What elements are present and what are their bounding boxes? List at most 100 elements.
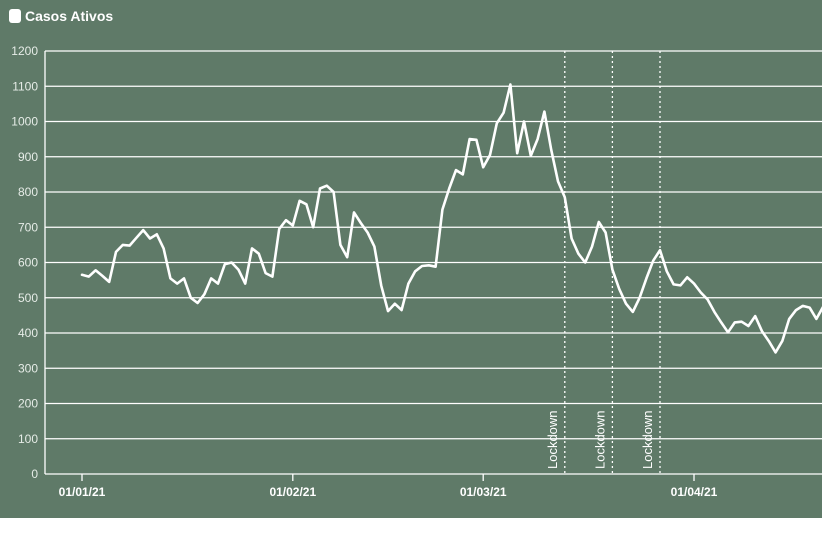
data-point xyxy=(441,208,444,211)
data-point xyxy=(781,339,784,342)
lockdown-label: Lockdown xyxy=(592,410,607,469)
data-point xyxy=(625,302,627,305)
data-point xyxy=(434,265,437,268)
y-tick-label: 500 xyxy=(18,291,38,305)
data-point xyxy=(203,293,206,296)
data-point xyxy=(169,277,172,280)
data-point xyxy=(461,173,464,176)
data-point xyxy=(244,282,247,285)
data-point xyxy=(121,244,124,246)
data-point xyxy=(414,270,417,273)
data-point xyxy=(257,252,260,255)
data-point xyxy=(101,275,104,277)
data-point xyxy=(176,282,179,285)
data-point xyxy=(196,302,199,304)
data-point xyxy=(495,122,498,125)
data-point xyxy=(523,120,525,123)
data-point xyxy=(631,311,634,313)
data-point xyxy=(645,277,648,280)
lockdown-label: Lockdown xyxy=(640,410,655,469)
data-point xyxy=(618,288,621,290)
data-point xyxy=(529,154,532,157)
data-point xyxy=(264,272,267,274)
x-tick-label: 01/01/21 xyxy=(59,485,106,499)
data-point xyxy=(665,270,668,273)
data-point xyxy=(686,276,689,279)
data-point xyxy=(305,203,308,206)
data-point xyxy=(672,283,675,286)
data-point xyxy=(128,244,131,247)
data-point xyxy=(278,228,281,230)
data-point xyxy=(516,152,519,155)
legend-swatch xyxy=(9,9,21,23)
data-point xyxy=(808,306,811,309)
data-point xyxy=(142,229,145,232)
data-point xyxy=(509,83,512,86)
data-point xyxy=(693,282,695,285)
data-point xyxy=(557,180,559,183)
y-tick-label: 400 xyxy=(18,326,38,340)
data-point xyxy=(210,277,213,280)
data-point xyxy=(740,320,743,323)
y-tick-label: 900 xyxy=(18,150,38,164)
data-point xyxy=(135,236,138,239)
lockdown-label: Lockdown xyxy=(545,410,560,469)
data-point xyxy=(604,231,607,234)
data-point xyxy=(761,330,763,333)
data-point xyxy=(611,268,614,271)
data-point xyxy=(421,265,423,267)
data-point xyxy=(733,321,736,324)
data-point xyxy=(319,187,321,190)
data-point xyxy=(400,309,403,311)
y-tick-label: 700 xyxy=(18,220,38,234)
y-tick-label: 200 xyxy=(18,397,38,411)
data-point xyxy=(346,256,349,259)
line-chart: 0 100 200 300 400 500 600 700 800 900 1000 1100 1200… xyxy=(11,44,822,499)
y-tick-label: 600 xyxy=(18,256,38,270)
data-point xyxy=(237,268,240,271)
data-point xyxy=(597,221,600,223)
data-point xyxy=(291,224,294,227)
data-point xyxy=(332,191,335,193)
data-point xyxy=(189,296,192,299)
data-point xyxy=(754,315,757,317)
data-point xyxy=(312,226,315,229)
data-point xyxy=(285,219,287,222)
data-point xyxy=(720,321,723,324)
data-point xyxy=(427,264,430,267)
data-point xyxy=(251,247,253,250)
data-point xyxy=(767,340,770,342)
data-point xyxy=(577,252,580,255)
y-tick-label: 800 xyxy=(18,185,38,199)
data-point xyxy=(584,261,587,264)
data-point xyxy=(162,247,165,250)
data-point xyxy=(223,263,226,266)
data-point xyxy=(217,282,219,285)
data-point xyxy=(81,273,83,276)
data-point xyxy=(801,305,804,307)
data-point xyxy=(659,249,661,252)
data-point xyxy=(393,302,396,305)
data-point xyxy=(815,318,818,320)
data-point xyxy=(455,169,457,172)
data-point xyxy=(706,298,709,301)
data-point xyxy=(489,154,491,156)
data-point xyxy=(699,291,702,294)
data-point xyxy=(373,245,376,248)
data-point xyxy=(298,199,301,202)
data-point xyxy=(339,244,342,246)
data-point xyxy=(353,211,355,214)
data-point xyxy=(380,284,383,287)
data-point xyxy=(448,187,451,190)
y-tick-label: 1100 xyxy=(12,79,38,93)
data-point xyxy=(108,281,111,283)
y-tick-label: 1000 xyxy=(11,115,38,129)
data-point xyxy=(387,310,389,312)
data-point xyxy=(482,166,485,169)
data-point xyxy=(366,231,369,234)
data-point xyxy=(774,351,777,354)
data-point xyxy=(155,233,158,236)
x-tick-label: 01/02/21 xyxy=(269,485,316,499)
data-point xyxy=(679,284,682,287)
data-point xyxy=(94,269,97,272)
